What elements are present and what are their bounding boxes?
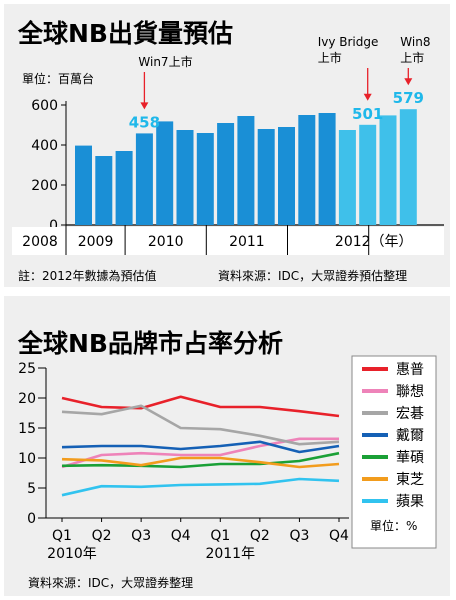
y-tick-label: 10 bbox=[18, 451, 36, 467]
annotation-arrow-head bbox=[363, 93, 372, 101]
share-chart-panel: 全球NB品牌市占率分析 0 5 10 15 20 25 Q1 Q2 Q3 Q4 Q1 Q2 Q3 Q4 20… bbox=[4, 296, 450, 596]
annotation-label: 上市 bbox=[318, 50, 342, 65]
shipment-bar bbox=[196, 133, 214, 225]
y-tick-label: 400 bbox=[31, 138, 58, 154]
y-tick-label: 0 bbox=[27, 511, 36, 527]
share-chart-title: 全球NB品牌市占率分析 bbox=[18, 329, 283, 358]
y-tick-label: 0 bbox=[49, 218, 58, 234]
share-line-chart: 0 5 10 15 20 25 Q1 Q2 Q3 Q4 Q1 Q2 Q3 Q4 2010年 2011年 惠普聯想… bbox=[18, 355, 437, 562]
year-label: 2012（年） bbox=[335, 234, 413, 250]
bar-value-label: 501 bbox=[352, 105, 383, 123]
shipment-source: 資料來源：IDC，大眾證券預估整理 bbox=[218, 269, 408, 283]
legend-label: 聯想 bbox=[396, 384, 424, 400]
legend-label: 戴爾 bbox=[396, 428, 424, 444]
series-line bbox=[61, 440, 340, 454]
shipment-bar bbox=[75, 145, 92, 225]
shipment-footnote: 註：2012年數據為預估值 bbox=[18, 269, 157, 283]
annotation-label: Ivy Bridge bbox=[318, 35, 379, 49]
x-tick-label: Q1 bbox=[210, 528, 230, 544]
x-tick-label: Q3 bbox=[289, 528, 309, 544]
series-line bbox=[61, 395, 340, 418]
y-tick-label: 600 bbox=[31, 98, 58, 114]
legend-label: 華碩 bbox=[396, 450, 424, 466]
y-tick-label: 25 bbox=[18, 361, 36, 377]
series-line bbox=[61, 456, 340, 469]
x-tick-label: Q3 bbox=[131, 528, 151, 544]
y-tick-label: 200 bbox=[31, 178, 58, 194]
x-tick-label: Q4 bbox=[329, 528, 349, 544]
shipment-chart-panel: 全球NB出貨量預估 單位：百萬台 0 200 400 600 2008 2009 2010 2… bbox=[4, 4, 450, 287]
x-tick-label: Q4 bbox=[171, 528, 191, 544]
x-tick-label: Q2 bbox=[250, 528, 270, 544]
shipment-bar bbox=[95, 156, 113, 225]
shipment-bar bbox=[257, 129, 275, 225]
shipment-bar bbox=[379, 115, 397, 225]
shipment-bar bbox=[156, 121, 174, 225]
annotation-arrow-head bbox=[404, 78, 413, 86]
shipment-bar bbox=[338, 130, 356, 225]
shipment-bar bbox=[318, 113, 336, 225]
year-label: 2010 bbox=[148, 234, 184, 250]
annotation-label: Win8 bbox=[400, 35, 430, 49]
bar-value-label: 579 bbox=[393, 89, 424, 107]
year-label: 2011 bbox=[229, 234, 265, 250]
series-line bbox=[61, 437, 339, 469]
legend-label: 東芝 bbox=[396, 472, 424, 488]
legend-label: 惠普 bbox=[396, 362, 424, 378]
legend-label: 蘋果 bbox=[396, 494, 424, 510]
year-label: 2009 bbox=[78, 234, 114, 250]
legend-label: 宏碁 bbox=[396, 406, 424, 422]
x-year-label: 2010年 bbox=[47, 546, 97, 562]
shipment-bar bbox=[217, 123, 235, 225]
series-line bbox=[61, 477, 340, 497]
y-tick-label: 5 bbox=[27, 481, 36, 497]
shipment-bar-chart: 0 200 400 600 2008 2009 2010 2011 2012（年） 458 Win7… bbox=[12, 35, 444, 255]
shipment-chart-title: 全球NB出貨量預估 bbox=[18, 19, 233, 48]
x-tick-label: Q1 bbox=[52, 528, 72, 544]
legend-box bbox=[351, 355, 437, 549]
shipment-unit-label: 單位：百萬台 bbox=[22, 72, 95, 86]
y-tick-label: 15 bbox=[18, 421, 36, 437]
shipment-bar bbox=[135, 133, 153, 225]
shipment-bar bbox=[237, 116, 255, 225]
x-year-label: 2011年 bbox=[205, 546, 255, 562]
year-label: 2008 bbox=[22, 234, 58, 250]
series-line bbox=[61, 404, 340, 446]
shipment-bar bbox=[399, 109, 417, 225]
shipment-bar bbox=[115, 151, 133, 225]
share-source: 資料來源：IDC，大眾證券整理 bbox=[28, 576, 194, 590]
legend-unit-label: 單位：% bbox=[370, 518, 417, 533]
shipment-bar bbox=[176, 130, 194, 225]
bar-value-label: 458 bbox=[129, 113, 160, 131]
y-tick-label: 20 bbox=[18, 391, 36, 407]
year-band bbox=[12, 227, 444, 255]
shipment-bar bbox=[298, 115, 316, 225]
x-tick-label: Q2 bbox=[92, 528, 112, 544]
shipment-bar bbox=[278, 127, 295, 225]
annotation-label: Win7上市 bbox=[138, 54, 192, 69]
annotation-label: 上市 bbox=[400, 50, 424, 65]
series-line bbox=[61, 451, 340, 469]
shipment-bar bbox=[359, 124, 377, 225]
annotation-arrow-head bbox=[140, 102, 149, 110]
